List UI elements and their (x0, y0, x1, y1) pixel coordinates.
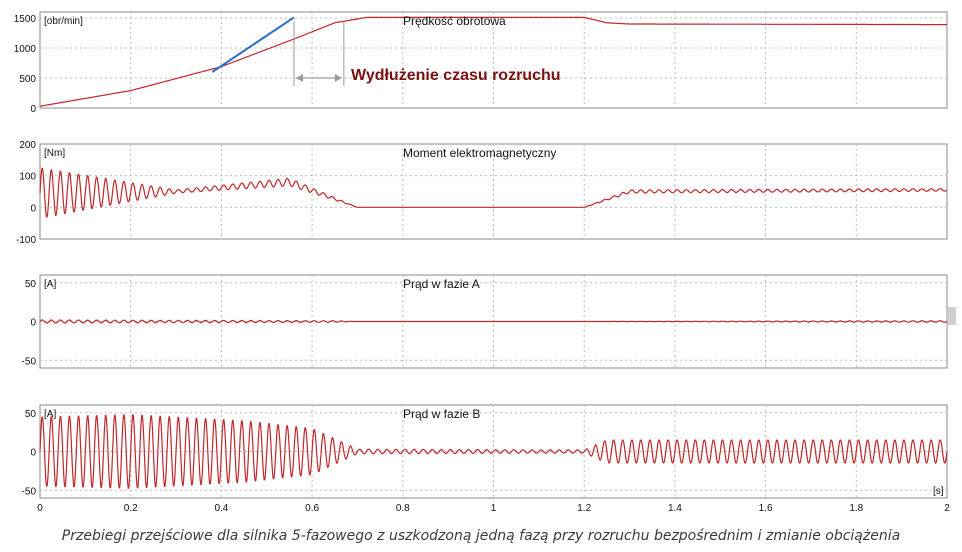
y-tick-label: -50 (22, 486, 37, 497)
x-tick-label: 1 (491, 503, 497, 514)
y-tick-label: 0 (30, 203, 36, 214)
panel-title: Prędkość obrotowa (403, 14, 506, 28)
x-tick-label: 0.8 (396, 503, 410, 514)
annotation-text: Wydłużenie czasu rozruchu (351, 67, 561, 84)
x-tick-label: 0 (37, 503, 43, 514)
y-tick-label: 100 (19, 172, 36, 183)
panel-1 (39, 11, 948, 109)
y-unit-label: [A] (44, 279, 56, 290)
y-tick-label: 1500 (14, 14, 37, 25)
y-tick-label: 0 (30, 104, 36, 115)
x-tick-label: 1.4 (668, 503, 682, 514)
panel-title: Prąd w fazie A (403, 277, 480, 291)
y-tick-label: 50 (25, 279, 37, 290)
x-tick-label: 2 (944, 503, 950, 514)
y-unit-label: [A] (44, 409, 56, 420)
x-tick-label: 1.6 (759, 503, 773, 514)
series-line (39, 414, 948, 489)
x-tick-label: 1.2 (577, 503, 591, 514)
y-unit-label: [obr/min] (44, 16, 83, 27)
x-tick-label: 1.8 (849, 503, 863, 514)
x-tick-label: 0.6 (305, 503, 319, 514)
panel-3 (39, 274, 948, 369)
figure-caption: Przebiegi przejściowe dla silnika 5-fazo… (61, 528, 901, 544)
y-unit-label: [Nm] (44, 148, 65, 159)
panel-2 (39, 143, 948, 240)
y-tick-label: 0 (30, 448, 36, 459)
series-line (39, 167, 948, 218)
panel-title: Moment elektromagnetyczny (403, 146, 556, 160)
y-tick-label: 200 (19, 140, 36, 151)
x-unit-label: [s] (933, 486, 944, 497)
arrow-head-left (295, 74, 303, 82)
y-tick-label: 1000 (14, 44, 37, 55)
series-line (39, 16, 947, 107)
series-line (39, 319, 948, 324)
y-tick-label: -100 (16, 235, 36, 246)
y-tick-label: 50 (25, 409, 37, 420)
arrow-head-right (334, 74, 342, 82)
y-tick-label: 500 (19, 74, 36, 85)
scroll-marker (948, 307, 956, 325)
x-tick-label: 0.4 (214, 503, 228, 514)
panel-4 (39, 404, 948, 499)
y-tick-label: 0 (30, 318, 36, 329)
y-tick-label: -50 (22, 356, 37, 367)
x-tick-label: 0.2 (124, 503, 138, 514)
panel-title: Prąd w fazie B (403, 407, 480, 421)
tangent-line (211, 16, 295, 73)
